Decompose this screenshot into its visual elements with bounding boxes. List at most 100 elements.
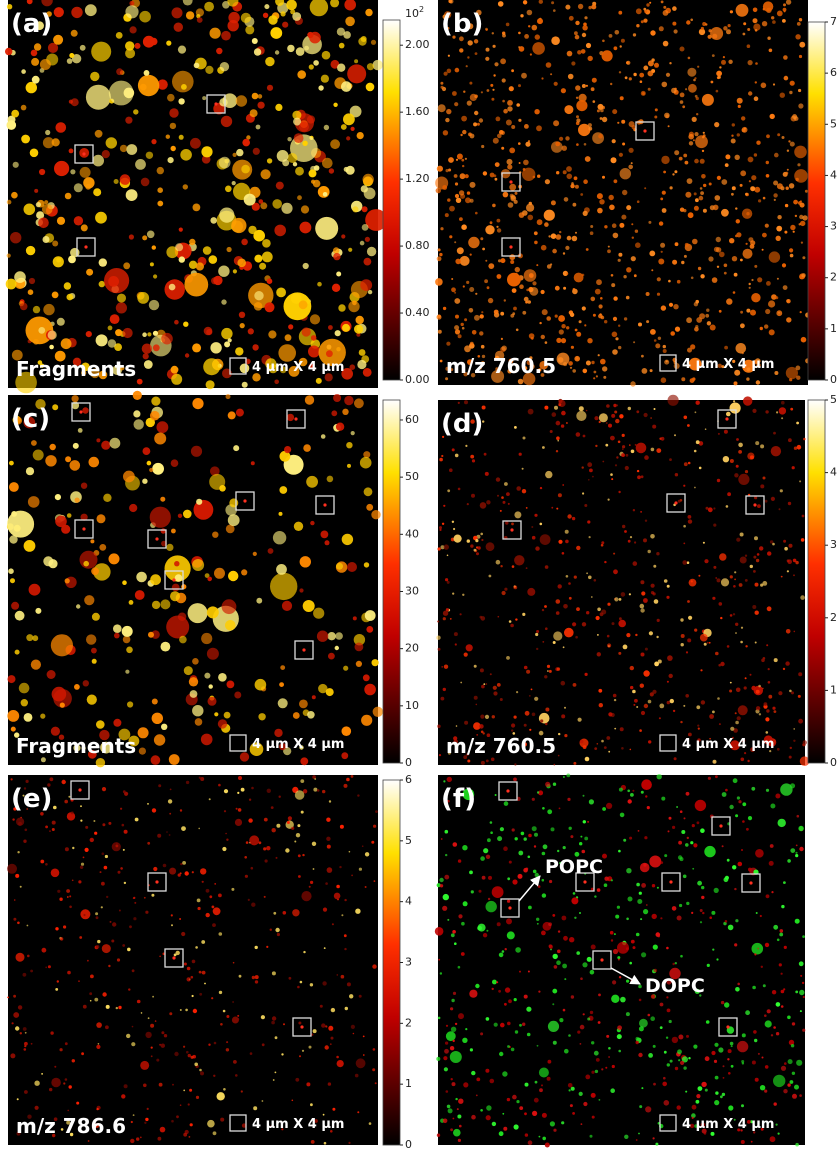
speckle xyxy=(344,934,347,937)
speckle xyxy=(56,122,67,133)
speckle xyxy=(373,1048,376,1051)
speckle xyxy=(57,217,65,225)
speckle xyxy=(203,358,220,375)
speckle xyxy=(38,327,45,334)
speckle xyxy=(798,103,803,108)
speckle xyxy=(789,183,794,188)
speckle xyxy=(706,1020,710,1024)
speckle xyxy=(766,644,768,646)
speckle xyxy=(502,1071,507,1076)
speckle xyxy=(777,11,783,17)
speckle xyxy=(591,4,596,9)
speckle xyxy=(700,921,702,923)
speckle xyxy=(638,985,642,989)
speckle xyxy=(582,492,584,494)
speckle xyxy=(680,47,685,52)
speckle xyxy=(641,952,646,957)
speckle xyxy=(694,159,699,164)
speckle xyxy=(42,948,47,953)
speckle xyxy=(599,1099,601,1101)
speckle xyxy=(152,808,156,812)
speckle xyxy=(483,171,487,175)
speckle xyxy=(788,438,792,442)
speckle xyxy=(748,868,752,872)
speckle xyxy=(507,1098,510,1101)
speckle xyxy=(321,434,326,439)
speckle xyxy=(186,11,194,19)
speckle xyxy=(712,54,715,57)
speckle xyxy=(569,827,572,830)
speckle xyxy=(712,597,715,600)
speckle xyxy=(355,909,360,914)
speckle xyxy=(340,825,344,829)
speckle xyxy=(455,315,459,319)
speckle xyxy=(646,3,649,6)
speckle xyxy=(632,125,636,129)
speckle xyxy=(528,971,530,973)
speckle xyxy=(452,521,454,523)
speckle xyxy=(483,933,487,937)
speckle xyxy=(140,84,147,91)
speckle xyxy=(692,117,697,122)
speckle xyxy=(618,11,622,15)
speckle xyxy=(648,700,652,704)
speckle xyxy=(169,754,180,765)
speckle xyxy=(685,88,687,90)
speckle xyxy=(56,258,61,263)
speckle xyxy=(23,840,26,843)
speckle xyxy=(751,1141,753,1143)
speckle xyxy=(209,798,211,800)
speckle xyxy=(497,228,501,232)
speckle xyxy=(283,911,287,915)
speckle xyxy=(497,274,502,279)
speckle xyxy=(618,959,620,961)
speckle xyxy=(700,191,704,195)
speckle xyxy=(196,499,202,505)
speckle xyxy=(63,1082,65,1084)
speckle xyxy=(646,320,649,323)
speckle xyxy=(518,851,523,856)
speckle xyxy=(135,159,146,170)
speckle xyxy=(559,231,561,233)
speckle xyxy=(718,433,720,435)
speckle xyxy=(678,1035,683,1040)
speckle xyxy=(271,1021,275,1025)
speckle xyxy=(638,1053,642,1057)
speckle xyxy=(614,933,616,935)
speckle xyxy=(507,164,512,169)
speckle xyxy=(554,764,556,766)
speckle xyxy=(92,155,104,167)
roi-spot xyxy=(79,410,82,413)
speckle xyxy=(612,109,617,114)
speckle xyxy=(537,18,543,24)
speckle xyxy=(94,832,97,835)
speckle xyxy=(532,1111,537,1116)
speckle xyxy=(568,361,573,366)
speckle xyxy=(732,256,737,261)
speckle xyxy=(481,731,484,734)
speckle xyxy=(542,852,546,856)
speckle xyxy=(518,119,521,122)
speckle xyxy=(700,159,705,164)
speckle xyxy=(262,252,273,263)
speckle xyxy=(576,143,579,146)
speckle xyxy=(641,711,645,715)
speckle xyxy=(336,885,340,889)
speckle xyxy=(722,845,724,847)
speckle xyxy=(594,416,598,420)
speckle xyxy=(646,292,650,296)
speckle xyxy=(740,323,745,328)
speckle xyxy=(252,93,259,100)
speckle xyxy=(717,479,720,482)
speckle xyxy=(11,192,18,199)
colorbar-tick-label: 0.40 xyxy=(405,306,430,319)
speckle xyxy=(688,1057,690,1059)
speckle xyxy=(474,696,478,700)
speckle xyxy=(492,32,494,34)
speckle xyxy=(653,945,658,950)
speckle xyxy=(309,64,314,69)
speckle xyxy=(506,120,512,126)
speckle xyxy=(455,1023,457,1025)
speckle xyxy=(126,189,138,201)
speckle xyxy=(496,560,501,565)
